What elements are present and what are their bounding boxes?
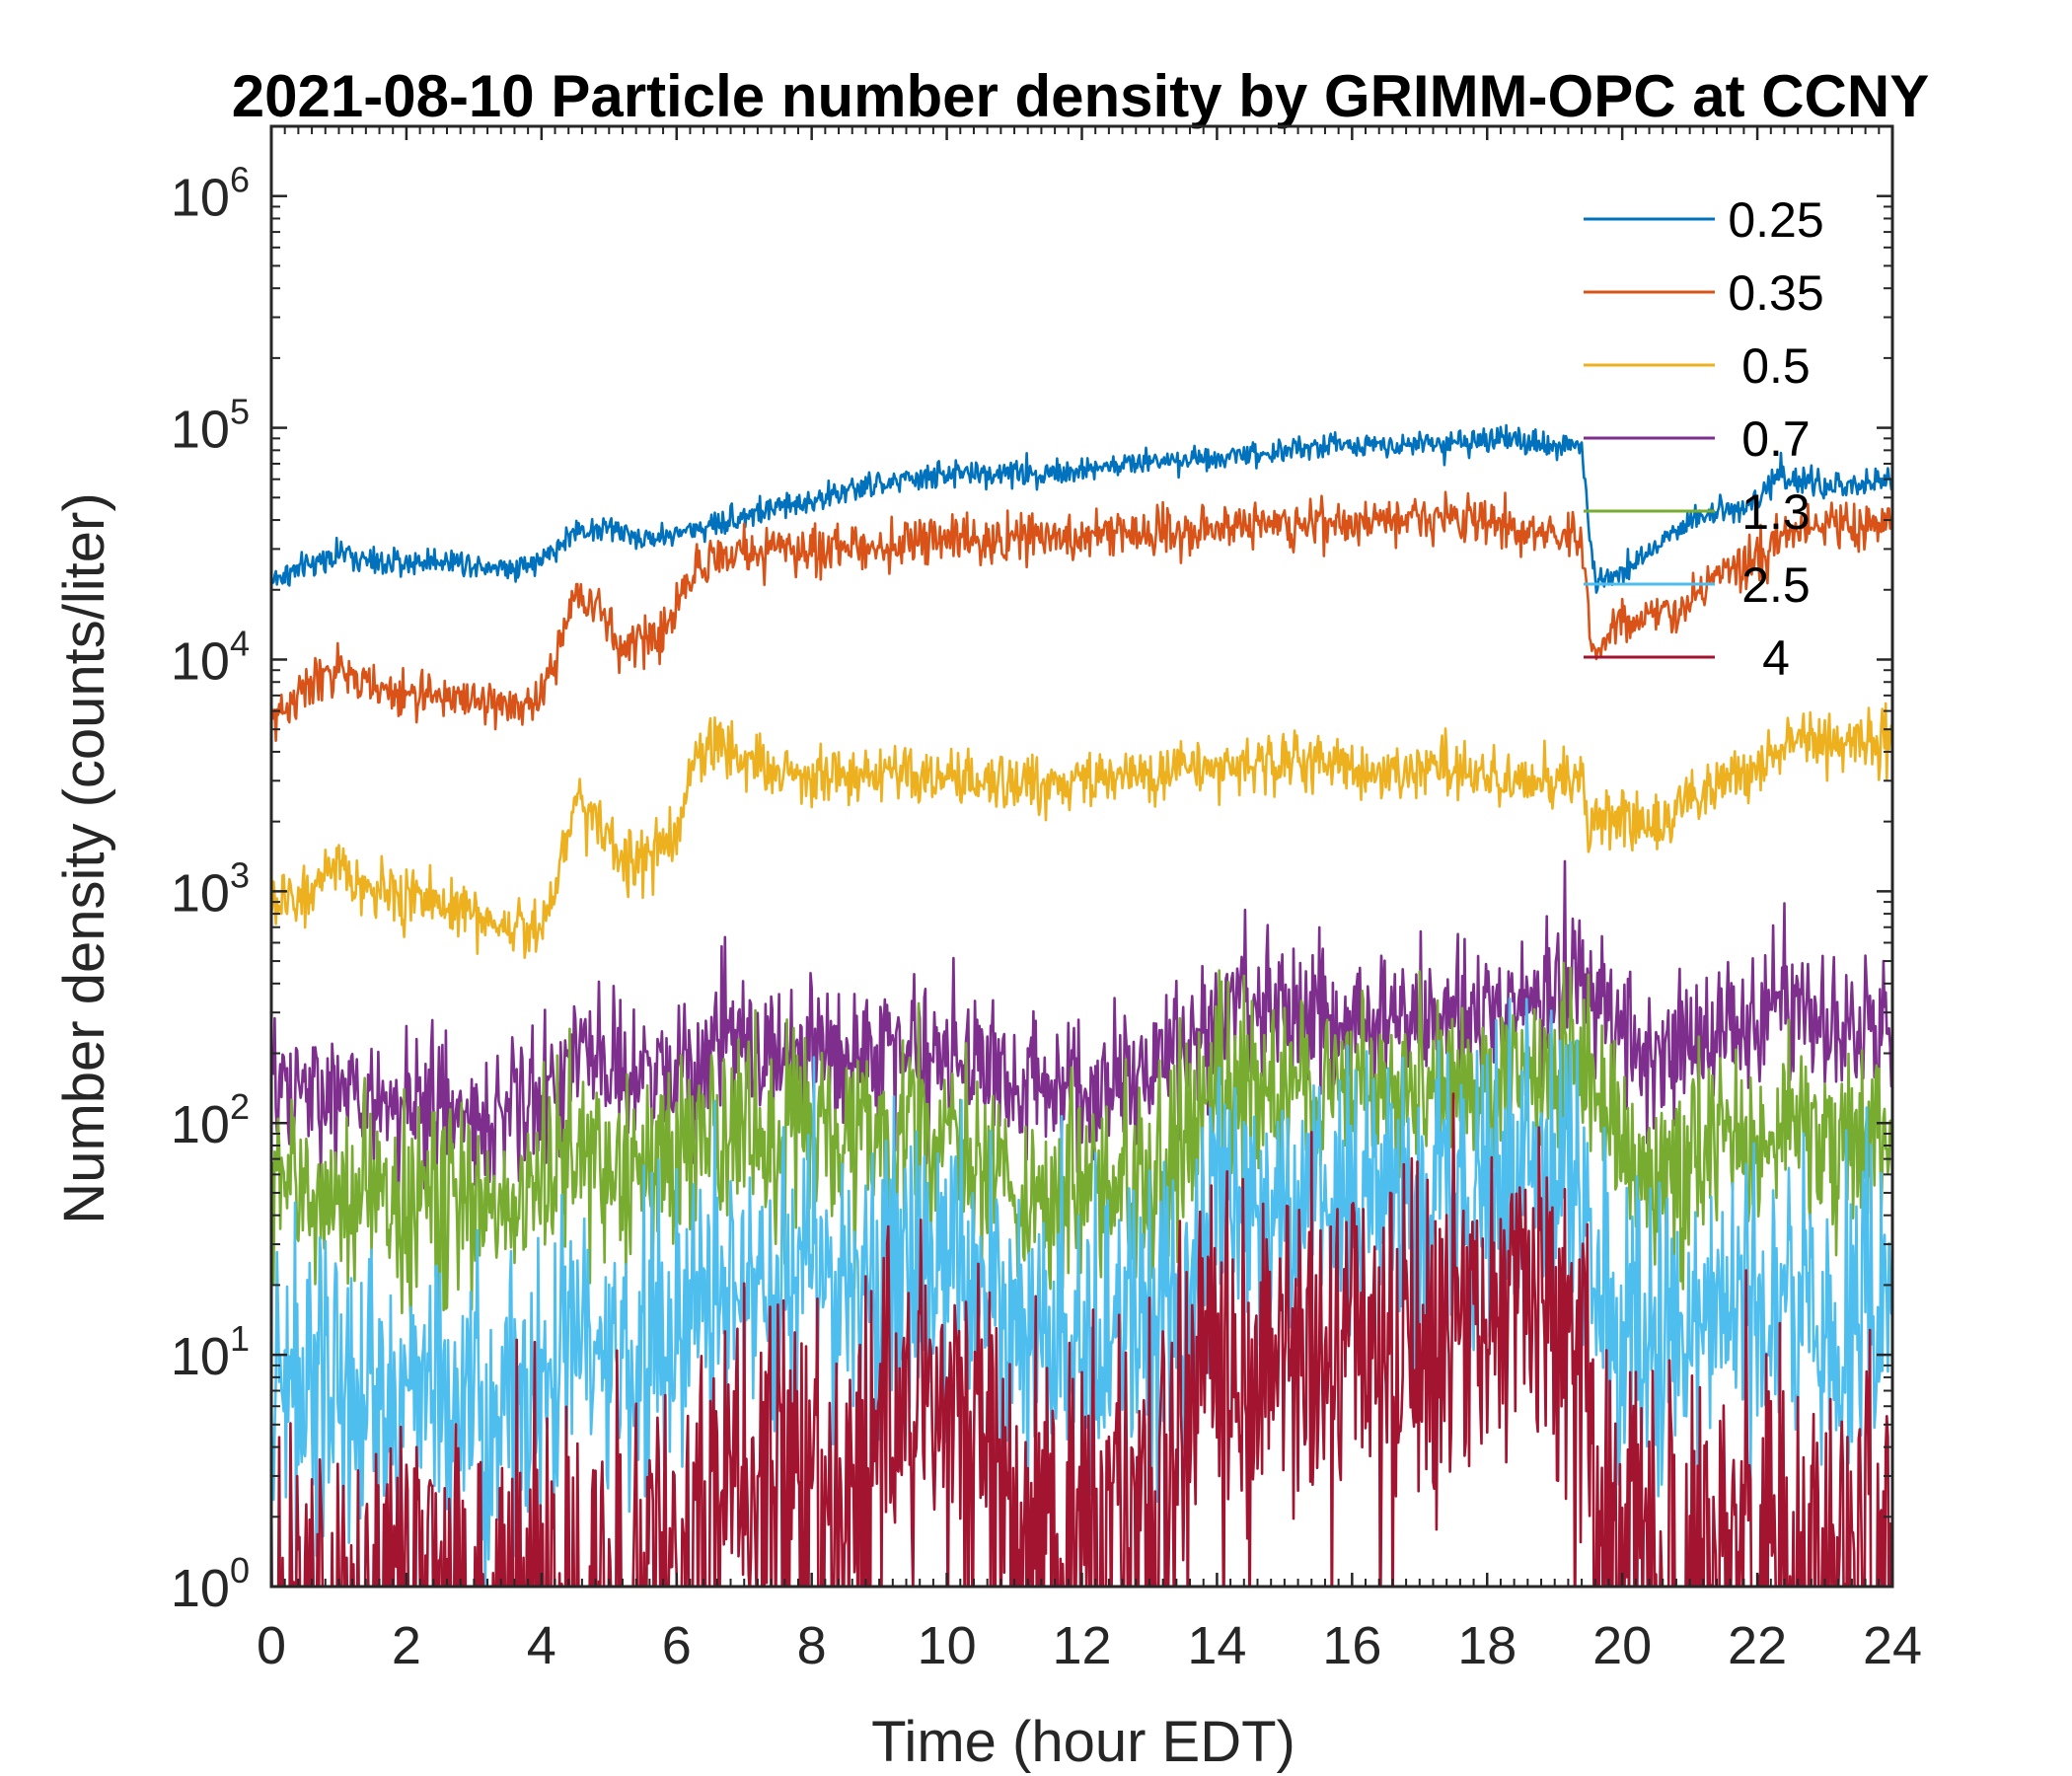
x-tick-label: 0 bbox=[257, 1616, 286, 1675]
x-tick-label: 22 bbox=[1728, 1616, 1787, 1675]
x-tick-label: 16 bbox=[1322, 1616, 1381, 1675]
x-tick-label: 18 bbox=[1457, 1616, 1517, 1675]
x-axis-label: Time (hour EDT) bbox=[871, 1710, 1295, 1774]
x-tick-label: 20 bbox=[1592, 1616, 1652, 1675]
legend-label-4: 4 bbox=[1762, 630, 1790, 686]
y-axis-label: Number density (counts/liter) bbox=[52, 492, 116, 1223]
series-line-0.7 bbox=[271, 859, 1892, 1204]
x-tick-label: 4 bbox=[527, 1616, 556, 1675]
y-tick-label: 102 bbox=[171, 1086, 250, 1154]
legend-label-1.3: 1.3 bbox=[1741, 484, 1811, 540]
y-tick-label: 100 bbox=[171, 1550, 250, 1618]
legend-label-0.35: 0.35 bbox=[1728, 265, 1823, 321]
series-line-1.3 bbox=[271, 961, 1892, 1336]
x-tick-label: 14 bbox=[1187, 1616, 1246, 1675]
chart-title: 2021-08-10 Particle number density by GR… bbox=[232, 63, 1930, 129]
y-tick-label: 105 bbox=[171, 392, 250, 460]
series-line-0.25 bbox=[271, 423, 1892, 594]
x-tick-label: 10 bbox=[918, 1616, 977, 1675]
x-tick-label: 6 bbox=[662, 1616, 692, 1675]
series-line-2.5 bbox=[271, 997, 1892, 1587]
x-tick-label: 2 bbox=[392, 1616, 421, 1675]
axes: 0 2 4 6 8 10 12 14 16 18 20 22 241001011021031041051… bbox=[171, 124, 1922, 1675]
x-tick-label: 8 bbox=[797, 1616, 827, 1675]
y-tick-label: 101 bbox=[171, 1318, 250, 1386]
legend-label-0.7: 0.7 bbox=[1741, 411, 1811, 467]
legend-label-2.5: 2.5 bbox=[1741, 557, 1811, 613]
legend-label-0.25: 0.25 bbox=[1728, 192, 1823, 248]
legend: 0.25 0.35 0.5 0.7 1.3 2.5 4 bbox=[1584, 192, 1824, 686]
x-tick-label: 24 bbox=[1863, 1616, 1922, 1675]
series-line-4 bbox=[271, 1092, 1892, 1587]
y-tick-label: 103 bbox=[171, 854, 250, 923]
plot-area bbox=[271, 423, 1892, 1587]
series-line-0.5 bbox=[271, 702, 1892, 960]
x-tick-label: 12 bbox=[1052, 1616, 1111, 1675]
y-tick-label: 104 bbox=[171, 623, 250, 691]
series-line-0.35 bbox=[271, 490, 1892, 743]
y-tick-label: 106 bbox=[171, 160, 250, 228]
legend-label-0.5: 0.5 bbox=[1741, 338, 1811, 394]
